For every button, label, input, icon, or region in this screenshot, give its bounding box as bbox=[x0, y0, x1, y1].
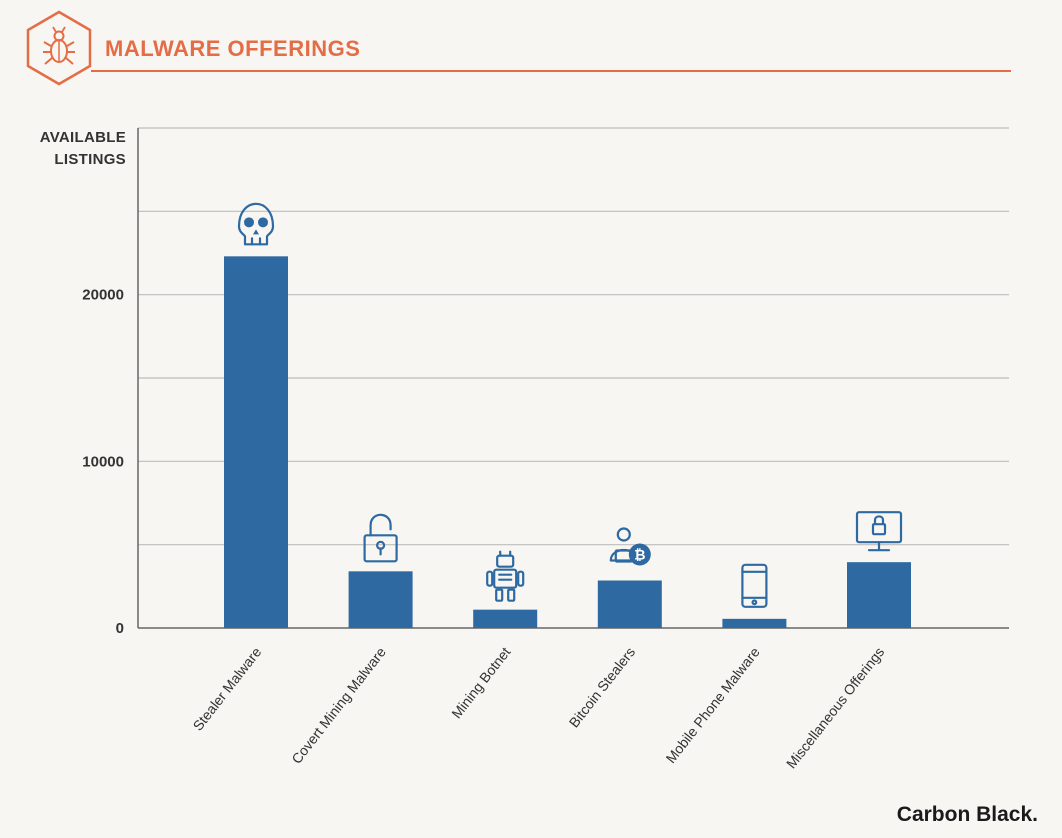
svg-text:₿: ₿ bbox=[634, 548, 645, 564]
monitor-lock-icon bbox=[855, 511, 903, 552]
bar-covert-mining-malware bbox=[348, 571, 413, 628]
robot-icon bbox=[486, 550, 525, 602]
y-axis-label: AVAILABLE LISTINGS bbox=[14, 127, 126, 171]
x-tick-labels: Stealer Malware Covert Mining Malware Mini… bbox=[189, 644, 887, 772]
y-tick-label: 0 bbox=[116, 620, 124, 637]
bar-mobile-phone-malware bbox=[722, 618, 787, 628]
x-tick-label: Bitcoin Stealers bbox=[566, 644, 639, 731]
bar-icons: ₿ bbox=[237, 202, 903, 608]
chart-title: MALWARE OFFERINGS bbox=[105, 36, 361, 61]
x-tick-label: Covert Mining Malware bbox=[288, 644, 389, 767]
smartphone-icon bbox=[741, 563, 768, 608]
padlock-icon bbox=[363, 513, 398, 563]
x-tick-label: Stealer Malware bbox=[189, 644, 264, 734]
bar-mining-botnet bbox=[473, 609, 538, 628]
brand-logo: Carbon Black. bbox=[896, 803, 1038, 826]
y-axis-label-line-2: LISTINGS bbox=[54, 151, 126, 168]
y-axis-label-line-1: AVAILABLE bbox=[39, 129, 126, 146]
x-tick-label: Mining Botnet bbox=[448, 644, 513, 721]
y-tick-labels: 0 10000 20000 bbox=[82, 287, 124, 637]
bug-icon bbox=[26, 10, 92, 86]
bar-stealer-malware bbox=[224, 256, 288, 628]
y-tick-label: 10000 bbox=[82, 453, 124, 470]
bar-miscellaneous-offerings bbox=[847, 562, 911, 628]
bar-bitcoin-stealers bbox=[597, 580, 662, 628]
skull-icon bbox=[237, 202, 275, 246]
x-tick-label: Mobile Phone Malware bbox=[662, 644, 762, 766]
bars bbox=[224, 256, 911, 628]
x-tick-label: Miscellaneous Offerings bbox=[783, 644, 887, 771]
bitcoin-user-icon: ₿ bbox=[609, 527, 651, 566]
y-tick-label: 20000 bbox=[82, 287, 124, 304]
